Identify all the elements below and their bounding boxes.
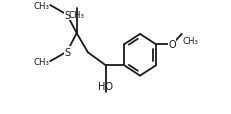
Text: S: S: [64, 47, 70, 57]
Text: S: S: [64, 11, 70, 21]
Text: CH₃: CH₃: [33, 57, 49, 66]
Text: O: O: [168, 40, 175, 50]
Text: CH₃: CH₃: [33, 1, 49, 10]
Text: CH₃: CH₃: [68, 11, 84, 20]
Text: HO: HO: [98, 81, 112, 91]
Text: CH₃: CH₃: [182, 36, 198, 45]
